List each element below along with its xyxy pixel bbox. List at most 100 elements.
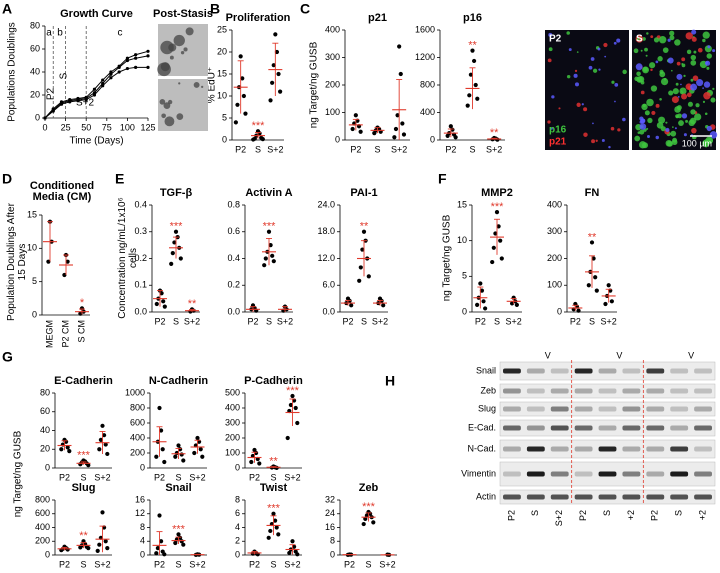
cell (634, 135, 641, 142)
blot-band (646, 494, 665, 500)
y-axis-label: Population Doublings After 15 Days (6, 203, 28, 321)
cell (688, 119, 695, 127)
y-tick-label: 800 (130, 402, 145, 412)
data-point (381, 303, 386, 308)
colony (183, 47, 188, 52)
x-tick-label: S+2 (189, 472, 205, 482)
cell (665, 127, 670, 133)
cell (636, 71, 641, 77)
data-point (498, 238, 503, 243)
blot-band (646, 406, 665, 412)
growth-point (117, 65, 121, 69)
cell (614, 83, 619, 87)
cell (677, 95, 680, 98)
blot-band (503, 425, 521, 431)
colony (161, 113, 166, 119)
blot-row-label: Slug (478, 403, 496, 413)
x-tick-label: S+2 (506, 316, 522, 326)
cell (693, 50, 697, 54)
cell (622, 69, 627, 75)
cell (649, 62, 656, 69)
data-point (173, 540, 178, 546)
significance: *** (362, 501, 376, 513)
blot-band (694, 425, 712, 431)
lane-label: S (674, 510, 684, 516)
growth-point (134, 65, 138, 69)
y-tick-label: 0.6 (227, 226, 240, 236)
cell (672, 88, 679, 95)
data-point (467, 93, 472, 98)
x-tick-label: S (361, 316, 367, 326)
blot-row-label: E-Cad. (468, 422, 496, 432)
cell (676, 73, 683, 80)
cell (548, 47, 553, 52)
data-point (195, 435, 200, 441)
data-point (178, 256, 183, 261)
significance: ** (188, 298, 197, 310)
y-tick-label: 500 (225, 387, 240, 397)
data-point (499, 256, 504, 261)
cell (669, 35, 675, 41)
y-tick-label: 200 (35, 536, 50, 546)
blot-band (550, 471, 569, 477)
cell (681, 113, 688, 119)
growth-point (101, 78, 105, 82)
y-axis-label: ng Target/ng GUSB (442, 214, 453, 301)
data-point (162, 304, 167, 309)
cell (597, 47, 601, 51)
blot-band (598, 446, 617, 452)
lane-label: S+2 (554, 510, 564, 526)
x-tick-label: P2 (570, 316, 581, 326)
data-point (509, 301, 515, 306)
x-tick-label: P2 (235, 144, 246, 154)
data-point (401, 132, 407, 137)
data-point (268, 243, 273, 248)
data-point (448, 124, 453, 129)
colony (193, 81, 200, 88)
x-tick-label: P2 (154, 559, 165, 569)
data-point (78, 545, 83, 550)
cell (644, 47, 648, 52)
y-tick-label: 0.4 (134, 199, 147, 209)
cell (704, 112, 708, 116)
cell (703, 81, 711, 88)
data-point (372, 131, 377, 136)
y-tick-label: 0 (32, 309, 37, 319)
y-tick-label: 0 (557, 306, 562, 316)
x-tick-label: P2 (249, 559, 260, 569)
data-point (176, 532, 181, 537)
chart-title: PAI-1 (350, 187, 377, 199)
x-tick-label: MEGM (44, 320, 54, 348)
cell (659, 98, 662, 101)
y-tick-label: 18.0 (317, 226, 335, 236)
colony (160, 40, 174, 55)
y-tick-label: 80 (30, 20, 40, 30)
data-point (358, 129, 363, 134)
data-point (154, 454, 159, 459)
cell (646, 98, 654, 107)
cell (690, 60, 697, 66)
data-point (86, 546, 91, 551)
data-point (493, 231, 498, 236)
cell (672, 126, 674, 128)
blot-band (694, 494, 712, 500)
cell (622, 117, 626, 122)
significance: ** (269, 455, 278, 467)
data-point (353, 113, 358, 118)
data-point (65, 445, 70, 450)
growth-point (146, 54, 150, 58)
lane-label: +2 (697, 510, 707, 520)
x-tick-label: S (270, 559, 276, 569)
data-point (350, 126, 355, 132)
data-point (276, 71, 281, 77)
data-point (472, 58, 477, 64)
cell (691, 36, 697, 42)
cell (598, 68, 601, 71)
cell (690, 54, 697, 61)
cell (667, 57, 674, 64)
blot-row-label: Zeb (480, 385, 496, 395)
y-tick-label: 300 (547, 226, 562, 236)
y-tick-label: 100 (325, 107, 340, 117)
cell (665, 139, 673, 147)
blot-band (670, 494, 689, 500)
